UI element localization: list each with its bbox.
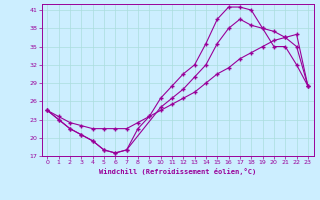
X-axis label: Windchill (Refroidissement éolien,°C): Windchill (Refroidissement éolien,°C) (99, 168, 256, 175)
